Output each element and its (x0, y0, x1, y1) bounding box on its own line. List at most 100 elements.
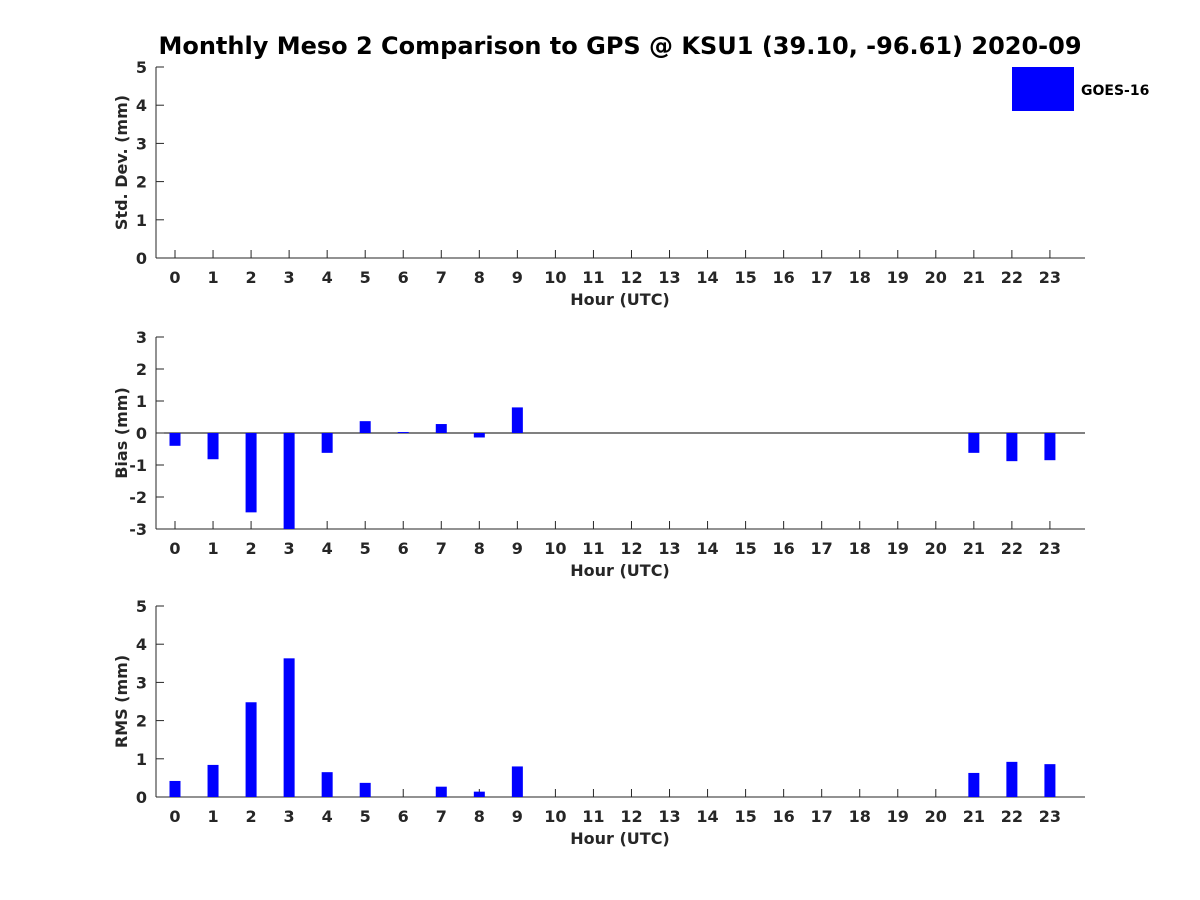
x-tick-label: 21 (963, 807, 985, 826)
x-tick-label: 7 (436, 268, 447, 287)
x-tick-label: 4 (322, 539, 333, 558)
x-tick-label: 23 (1039, 539, 1061, 558)
legend-swatch-goes-16 (1012, 67, 1074, 111)
x-tick-label: 6 (398, 807, 409, 826)
bar-hour-3 (283, 658, 295, 797)
x-tick-label: 5 (360, 807, 371, 826)
x-tick-label: 8 (474, 539, 485, 558)
x-tick-label: 13 (658, 268, 680, 287)
x-tick-label: 7 (436, 539, 447, 558)
bar-hour-5 (359, 421, 371, 433)
x-tick-label: 21 (963, 539, 985, 558)
bar-hour-4 (321, 433, 333, 453)
y-tick-label: 2 (136, 712, 147, 731)
chart-title: Monthly Meso 2 Comparison to GPS @ KSU1 … (158, 32, 1081, 60)
x-tick-label: 19 (887, 539, 909, 558)
x-tick-label: 0 (169, 268, 180, 287)
x-tick-label: 22 (1001, 539, 1023, 558)
x-tick-label: 17 (811, 539, 833, 558)
bar-hour-2 (245, 433, 257, 513)
x-tick-label: 18 (849, 268, 871, 287)
bar-hour-5 (359, 782, 371, 797)
y-tick-label: -2 (129, 488, 147, 507)
x-tick-label: 4 (322, 268, 333, 287)
x-tick-label: 13 (658, 807, 680, 826)
x-tick-label: 2 (246, 539, 257, 558)
x-tick-label: 2 (246, 807, 257, 826)
bar-hour-3 (283, 433, 295, 529)
bar-hour-8 (473, 791, 485, 797)
y-axis-label: Bias (mm) (112, 387, 131, 479)
x-tick-label: 8 (474, 268, 485, 287)
bar-hour-8 (473, 433, 485, 438)
x-tick-label: 22 (1001, 807, 1023, 826)
x-tick-label: 2 (246, 268, 257, 287)
y-tick-label: 5 (136, 58, 147, 77)
y-tick-label: 5 (136, 597, 147, 616)
x-tick-label: 5 (360, 268, 371, 287)
x-tick-label: 15 (734, 807, 756, 826)
x-tick-label: 16 (773, 539, 795, 558)
x-tick-label: 10 (544, 268, 566, 287)
x-tick-label: 20 (925, 268, 947, 287)
x-tick-label: 20 (925, 539, 947, 558)
bar-hour-21 (968, 772, 980, 797)
bar-hour-23 (1044, 433, 1056, 461)
x-tick-label: 6 (398, 539, 409, 558)
y-tick-label: 0 (136, 249, 147, 268)
x-tick-label: 9 (512, 807, 523, 826)
x-tick-label: 10 (544, 807, 566, 826)
x-tick-label: 0 (169, 807, 180, 826)
y-tick-label: 4 (136, 635, 147, 654)
x-tick-label: 17 (811, 807, 833, 826)
x-tick-label: 16 (773, 807, 795, 826)
x-tick-label: 15 (734, 539, 756, 558)
x-axis-label: Hour (UTC) (570, 829, 670, 848)
y-tick-label: -3 (129, 520, 147, 539)
x-tick-label: 12 (620, 268, 642, 287)
y-tick-label: 1 (136, 750, 147, 769)
x-tick-label: 20 (925, 807, 947, 826)
bar-hour-0 (169, 433, 181, 446)
x-tick-label: 21 (963, 268, 985, 287)
x-tick-label: 23 (1039, 268, 1061, 287)
bar-hour-1 (207, 433, 219, 460)
legend-label-goes-16: GOES-16 (1081, 83, 1149, 99)
x-tick-label: 16 (773, 268, 795, 287)
x-tick-label: 1 (207, 268, 218, 287)
x-tick-label: 6 (398, 268, 409, 287)
y-tick-label: 1 (136, 392, 147, 411)
x-tick-label: 23 (1039, 807, 1061, 826)
bar-hour-22 (1006, 433, 1018, 462)
bar-hour-4 (321, 772, 333, 797)
bar-hour-23 (1044, 764, 1056, 797)
x-tick-label: 0 (169, 539, 180, 558)
x-tick-label: 14 (696, 268, 718, 287)
x-tick-label: 4 (322, 807, 333, 826)
x-tick-label: 1 (207, 539, 218, 558)
y-axis-label: Std. Dev. (mm) (112, 95, 131, 230)
bar-hour-9 (511, 407, 523, 433)
y-tick-label: 3 (136, 134, 147, 153)
y-tick-label: 3 (136, 328, 147, 347)
x-tick-label: 9 (512, 268, 523, 287)
x-tick-label: 15 (734, 268, 756, 287)
x-tick-label: 12 (620, 807, 642, 826)
bar-hour-7 (435, 786, 447, 797)
y-tick-label: 4 (136, 96, 147, 115)
x-tick-label: 12 (620, 539, 642, 558)
bar-hour-7 (435, 424, 447, 433)
x-axis-label: Hour (UTC) (570, 561, 670, 580)
x-tick-label: 19 (887, 268, 909, 287)
bar-hour-21 (968, 433, 980, 453)
bar-hour-6 (397, 432, 409, 434)
y-tick-label: 1 (136, 211, 147, 230)
x-tick-label: 18 (849, 807, 871, 826)
x-tick-label: 13 (658, 539, 680, 558)
x-tick-label: 3 (284, 268, 295, 287)
